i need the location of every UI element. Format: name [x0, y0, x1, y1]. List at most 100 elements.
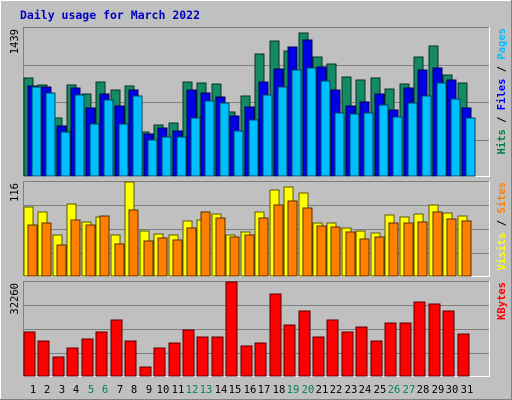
bar-pages-day-27	[407, 102, 418, 177]
bar-kbytes-day-15	[225, 281, 238, 377]
bar-sites-day-5	[85, 224, 96, 277]
legend-top: Hits / Files / Pages	[496, 28, 508, 154]
bar-sites-day-1	[27, 224, 38, 277]
bar-pages-day-29	[436, 82, 447, 177]
bar-sites-day-2	[41, 222, 52, 277]
bar-kbytes-day-18	[269, 293, 282, 377]
x-tick-label: 12	[186, 384, 199, 396]
bar-kbytes-day-21	[312, 336, 325, 377]
bar-sites-day-18	[273, 204, 284, 277]
x-tick-label: 25	[374, 384, 387, 396]
bar-sites-day-25	[374, 236, 385, 277]
bar-pages-day-1	[31, 86, 42, 177]
legend-entry: /	[496, 60, 508, 79]
bar-pages-day-9	[147, 139, 158, 177]
chart-title: Daily usage for March 2022	[20, 8, 200, 22]
series-pages	[31, 67, 476, 177]
bar-pages-day-4	[74, 94, 85, 177]
bar-kbytes-day-29	[428, 303, 441, 377]
x-tick-label: 21	[316, 384, 329, 396]
x-tick-label: 1	[30, 384, 36, 396]
bar-sites-day-31	[461, 220, 472, 277]
legend-entry: Hits	[496, 129, 508, 154]
bar-sites-day-14	[215, 217, 226, 277]
bar-kbytes-day-23	[341, 331, 354, 377]
bar-sites-day-6	[99, 215, 110, 277]
bar-sites-day-4	[70, 219, 81, 277]
bar-kbytes-day-17	[254, 342, 267, 377]
ymax-label-mid: 116	[9, 183, 21, 202]
bar-pages-day-22	[334, 112, 345, 177]
bar-pages-day-24	[363, 112, 374, 177]
bar-kbytes-day-9	[139, 366, 152, 377]
bar-sites-day-19	[287, 200, 298, 277]
legend-entry: /	[496, 214, 508, 233]
bar-pages-day-12	[190, 117, 201, 177]
bar-kbytes-day-13	[196, 336, 209, 377]
bar-kbytes-day-14	[211, 336, 224, 377]
bar-pages-day-8	[132, 95, 143, 177]
bar-sites-day-28	[417, 221, 428, 277]
x-tick-label: 22	[330, 384, 343, 396]
x-tick-label: 29	[432, 384, 445, 396]
bar-pages-day-7	[118, 123, 129, 177]
x-tick-label: 3	[59, 384, 65, 396]
bar-pages-day-28	[421, 95, 432, 177]
bar-sites-day-17	[258, 217, 269, 277]
bar-pages-day-2	[45, 92, 56, 177]
bar-sites-day-30	[446, 218, 457, 277]
bar-pages-day-6	[103, 99, 114, 177]
bar-kbytes-day-30	[442, 310, 455, 377]
panel-top: 1439 Hits / Files / Pages	[9, 27, 508, 177]
bar-sites-day-22	[330, 226, 341, 277]
bar-kbytes-day-20	[298, 310, 311, 377]
bar-pages-day-14	[219, 102, 230, 177]
legend-bottom: KBytes	[496, 282, 508, 320]
bar-kbytes-day-31	[457, 333, 470, 377]
bar-pages-day-23	[349, 113, 360, 177]
x-tick-label: 26	[388, 384, 401, 396]
x-tick-label: 10	[157, 384, 170, 396]
legend-entry: Visits	[496, 233, 508, 271]
bar-pages-day-26	[392, 116, 403, 177]
x-tick-label: 20	[302, 384, 315, 396]
bar-kbytes-day-10	[153, 347, 166, 377]
bar-kbytes-day-3	[52, 356, 65, 377]
x-tick-label: 6	[102, 384, 108, 396]
bar-pages-day-20	[306, 67, 317, 177]
bar-kbytes-day-1	[23, 331, 36, 377]
bar-pages-day-19	[291, 69, 302, 177]
bar-pages-day-5	[89, 123, 100, 177]
legend-mid: Visits / Sites	[496, 182, 508, 271]
x-tick-label: 4	[73, 384, 79, 396]
bar-kbytes-day-11	[168, 342, 181, 377]
x-tick-label: 15	[229, 384, 242, 396]
bar-pages-day-15	[233, 130, 244, 177]
bar-sites-day-16	[244, 234, 255, 277]
bar-pages-day-3	[60, 131, 71, 177]
bar-sites-day-23	[345, 231, 356, 277]
bar-kbytes-day-8	[124, 340, 137, 377]
bar-kbytes-day-12	[182, 329, 195, 377]
bar-pages-day-13	[204, 100, 215, 177]
bar-sites-day-21	[316, 225, 327, 277]
bar-sites-day-20	[302, 207, 313, 277]
x-tick-label: 24	[359, 384, 372, 396]
bar-sites-day-26	[388, 222, 399, 277]
legend-entry: Files	[496, 79, 508, 111]
bar-pages-day-18	[277, 86, 288, 177]
bar-kbytes-day-28	[413, 301, 426, 377]
bar-pages-day-25	[378, 104, 389, 177]
x-tick-label: 30	[446, 384, 459, 396]
bar-sites-day-24	[359, 238, 370, 277]
bar-sites-day-8	[128, 209, 139, 277]
x-tick-label: 14	[215, 384, 228, 396]
bar-kbytes-day-27	[399, 322, 412, 377]
panel-bottom: 32260 KBytes	[9, 281, 508, 377]
legend-entry: KBytes	[496, 282, 508, 320]
bar-kbytes-day-24	[355, 326, 368, 377]
bar-pages-day-16	[248, 119, 259, 177]
bar-kbytes-day-4	[66, 347, 79, 377]
x-tick-label: 23	[345, 384, 358, 396]
legend-entry: /	[496, 110, 508, 129]
